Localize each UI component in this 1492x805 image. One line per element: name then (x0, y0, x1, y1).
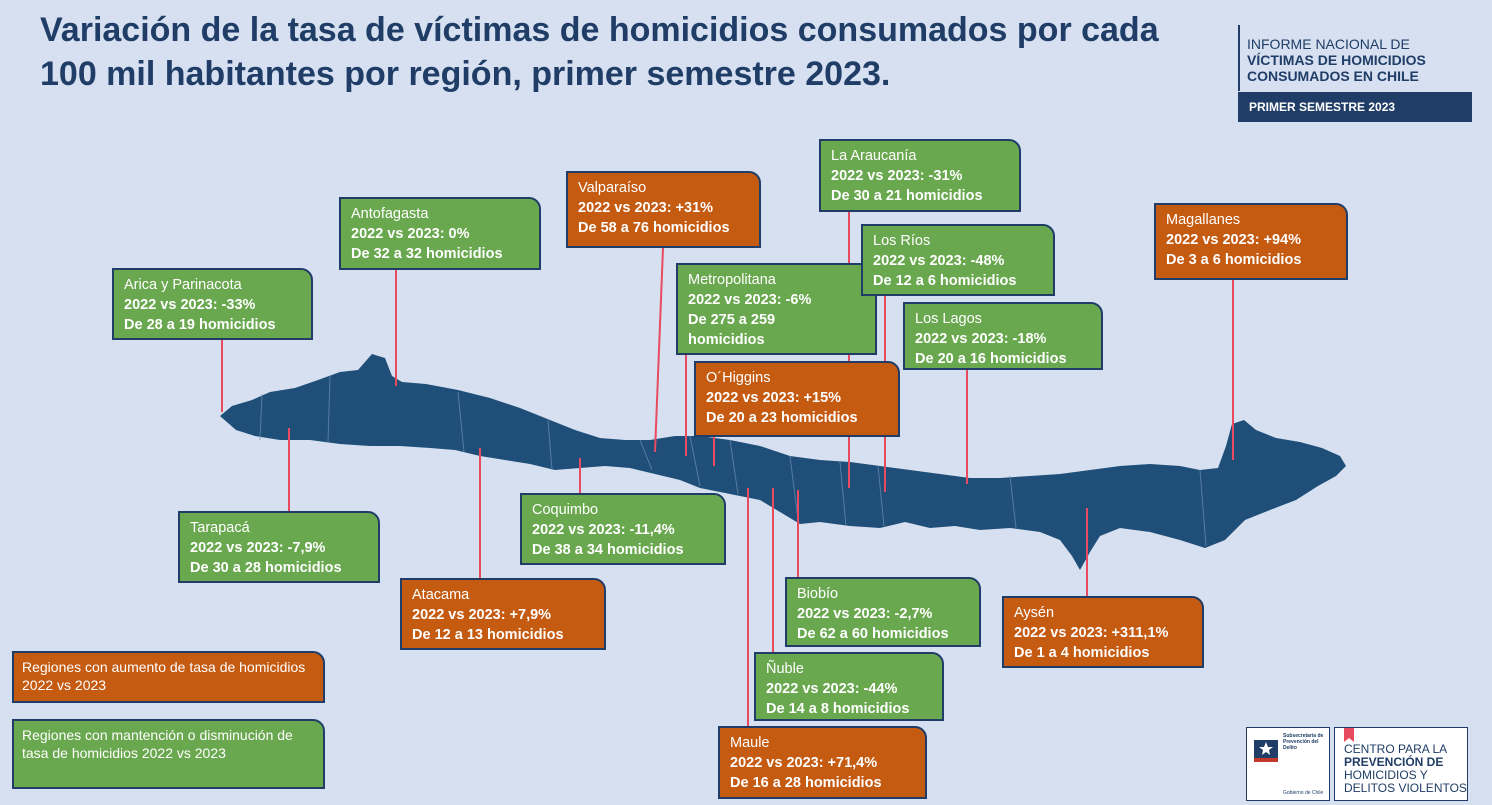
region-box-atacama: Atacama 2022 vs 2023: +7,9% De 12 a 13 h… (400, 578, 606, 650)
report-period: PRIMER SEMESTRE 2023 (1238, 92, 1472, 122)
region-box-maule: Maule 2022 vs 2023: +71,4% De 16 a 28 ho… (718, 726, 927, 799)
region-count: De 28 a 19 homicidios (124, 317, 276, 333)
region-name: Valparaíso (578, 180, 647, 196)
centro-line-1: CENTRO PARA LA (1344, 742, 1448, 756)
region-border-6 (689, 435, 701, 487)
region-box-losrios: Los Ríos 2022 vs 2023: -48% De 12 a 6 ho… (861, 224, 1055, 296)
connector-valparaiso (654, 247, 664, 453)
region-count: De 58 a 76 homicidios (578, 220, 730, 236)
region-border-10 (877, 465, 885, 527)
legend-decrease: Regiones con mantención o disminución de… (12, 719, 325, 789)
region-change: 2022 vs 2023: +71,4% (730, 755, 878, 771)
region-box-antofagasta: Antofagasta 2022 vs 2023: 0% De 32 a 32 … (339, 197, 541, 270)
legend-decrease-label: Regiones con mantención o disminución de… (22, 727, 293, 761)
chile-coat-of-arms-icon (1254, 740, 1278, 762)
region-name: Los Lagos (915, 311, 982, 327)
region-count: De 30 a 21 homicidios (831, 188, 983, 204)
region-count: De 275 a 259 homicidios (688, 312, 776, 348)
report-line-2: VÍCTIMAS DE HOMICIDIOS (1247, 52, 1426, 68)
region-change: 2022 vs 2023: -2,7% (797, 606, 933, 622)
region-count: De 1 a 4 homicidios (1014, 645, 1150, 661)
region-box-magallanes: Magallanes 2022 vs 2023: +94% De 3 a 6 h… (1154, 203, 1348, 280)
region-name: Coquimbo (532, 502, 599, 518)
page-title: Variación de la tasa de víctimas de homi… (40, 11, 1159, 93)
region-change: 2022 vs 2023: -48% (873, 253, 1005, 269)
region-change: 2022 vs 2023: -33% (124, 297, 256, 313)
region-name: Magallanes (1166, 212, 1241, 228)
region-change: 2022 vs 2023: 0% (351, 226, 470, 242)
region-count: De 12 a 13 homicidios (412, 627, 564, 643)
region-name: Tarapacá (190, 520, 250, 536)
logo-subsecretaria: Subsecretaría de Prevención del Delito G… (1246, 727, 1330, 801)
region-change: 2022 vs 2023: -18% (915, 331, 1047, 347)
region-change: 2022 vs 2023: +15% (706, 390, 842, 406)
region-box-arica: Arica y Parinacota 2022 vs 2023: -33% De… (112, 268, 313, 340)
centro-line-4: DELITOS VIOLENTOS (1344, 781, 1467, 795)
region-border-3 (457, 391, 465, 453)
region-box-tarapaca: Tarapacá 2022 vs 2023: -7,9% De 30 a 28 … (178, 511, 380, 583)
region-change: 2022 vs 2023: -7,9% (190, 540, 326, 556)
bookmark-icon (1344, 728, 1354, 742)
region-name: La Araucanía (831, 148, 917, 164)
region-box-valparaiso: Valparaíso 2022 vs 2023: +31% De 58 a 76… (566, 171, 761, 248)
region-name: Antofagasta (351, 206, 429, 222)
region-border-12 (1199, 469, 1207, 547)
region-border-5 (639, 439, 653, 471)
report-line-3: CONSUMADOS EN CHILE (1247, 68, 1419, 84)
region-box-coquimbo: Coquimbo 2022 vs 2023: -11,4% De 38 a 34… (520, 493, 726, 565)
region-box-metropolitana: Metropolitana 2022 vs 2023: -6% De 275 a… (676, 263, 877, 355)
region-name: Los Ríos (873, 233, 931, 249)
region-change: 2022 vs 2023: -11,4% (532, 522, 675, 538)
region-border-8 (789, 455, 799, 521)
region-count: De 20 a 16 homicidios (915, 351, 1067, 367)
region-name: Maule (730, 735, 770, 751)
region-change: 2022 vs 2023: +94% (1166, 232, 1302, 248)
logo-centro: CENTRO PARA LA PREVENCIÓN DE HOMICIDIOS … (1334, 727, 1468, 801)
region-border-4 (547, 419, 553, 471)
report-line-1: INFORME NACIONAL DE (1247, 36, 1410, 52)
region-name: O´Higgins (706, 370, 771, 386)
centro-line-3: HOMICIDIOS Y (1344, 768, 1428, 782)
region-border-9 (839, 461, 847, 527)
region-name: Aysén (1014, 605, 1055, 621)
region-count: De 12 a 6 homicidios (873, 273, 1017, 289)
region-change: 2022 vs 2023: -31% (831, 168, 963, 184)
region-name: Biobío (797, 586, 839, 602)
region-count: De 3 a 6 homicidios (1166, 252, 1302, 268)
region-count: De 30 a 28 homicidios (190, 560, 342, 576)
region-box-loslagos: Los Lagos 2022 vs 2023: -18% De 20 a 16 … (903, 302, 1103, 370)
region-border-1 (259, 393, 263, 441)
gobierno-label: Gobierno de Chile (1283, 790, 1324, 796)
legend-increase: Regiones con aumento de tasa de homicidi… (12, 651, 325, 703)
chile-map-shape (220, 354, 1346, 570)
region-count: De 14 a 8 homicidios (766, 701, 910, 717)
region-box-araucania: La Araucanía 2022 vs 2023: -31% De 30 a … (819, 139, 1021, 212)
region-name: Atacama (412, 587, 470, 603)
region-count: De 16 a 28 homicidios (730, 775, 882, 791)
report-divider (1238, 25, 1240, 91)
region-count: De 62 a 60 homicidios (797, 626, 949, 642)
region-name: Metropolitana (688, 272, 776, 288)
region-box-biobio: Biobío 2022 vs 2023: -2,7% De 62 a 60 ho… (785, 577, 981, 647)
region-change: 2022 vs 2023: +311,1% (1014, 625, 1169, 641)
region-count: De 38 a 34 homicidios (532, 542, 684, 558)
region-box-nuble: Ñuble 2022 vs 2023: -44% De 14 a 8 homic… (754, 652, 944, 721)
region-border-11 (1009, 475, 1017, 529)
centro-line-2: PREVENCIÓN DE (1344, 755, 1444, 769)
region-count: De 32 a 32 homicidios (351, 246, 503, 262)
region-border-7 (729, 439, 739, 495)
region-name: Arica y Parinacota (124, 277, 242, 293)
region-name: Ñuble (766, 661, 804, 677)
legend-increase-label: Regiones con aumento de tasa de homicidi… (22, 659, 306, 693)
region-change: 2022 vs 2023: +7,9% (412, 607, 552, 623)
region-change: 2022 vs 2023: -44% (766, 681, 898, 697)
region-border-2 (327, 375, 331, 443)
region-box-ohiggins: O´Higgins 2022 vs 2023: +15% De 20 a 23 … (694, 361, 900, 437)
region-box-aysen: Aysén 2022 vs 2023: +311,1% De 1 a 4 hom… (1002, 596, 1204, 668)
region-change: 2022 vs 2023: -6% (688, 292, 812, 308)
subsecretaria-label: Subsecretaría de Prevención del Delito (1283, 733, 1324, 751)
region-change: 2022 vs 2023: +31% (578, 200, 714, 216)
region-count: De 20 a 23 homicidios (706, 410, 858, 426)
